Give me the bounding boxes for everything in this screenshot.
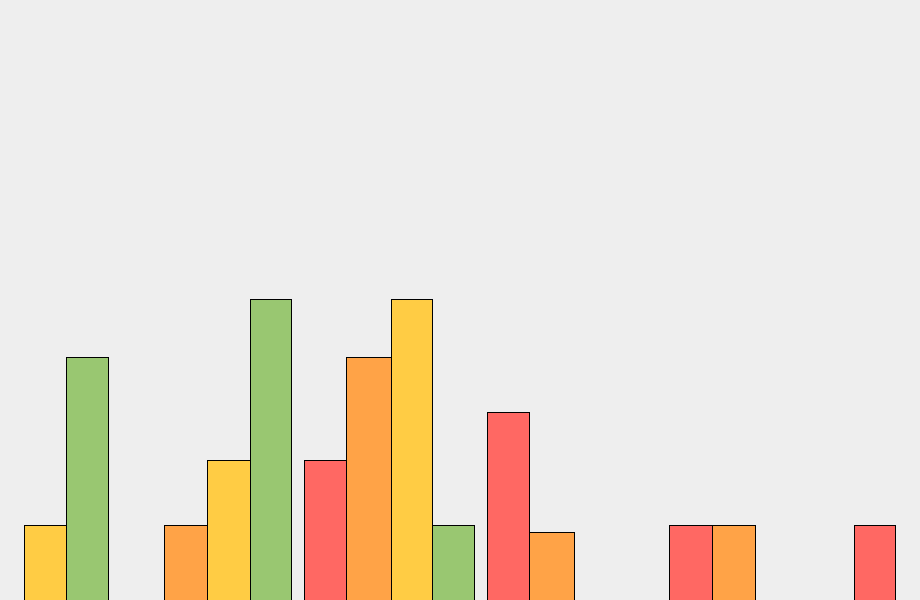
bar-10 (487, 412, 530, 600)
bar-9 (432, 525, 475, 600)
bar-4 (207, 460, 251, 600)
bar-1 (24, 525, 67, 600)
bar-3 (164, 525, 208, 600)
bar-5 (250, 299, 292, 600)
bar-14 (854, 525, 896, 600)
bar-12 (669, 525, 713, 600)
bar-7 (346, 357, 392, 600)
bar-11 (529, 532, 575, 600)
bar-2 (66, 357, 109, 600)
bar-8 (391, 299, 433, 600)
bar-6 (304, 460, 347, 600)
bar-13 (712, 525, 756, 600)
